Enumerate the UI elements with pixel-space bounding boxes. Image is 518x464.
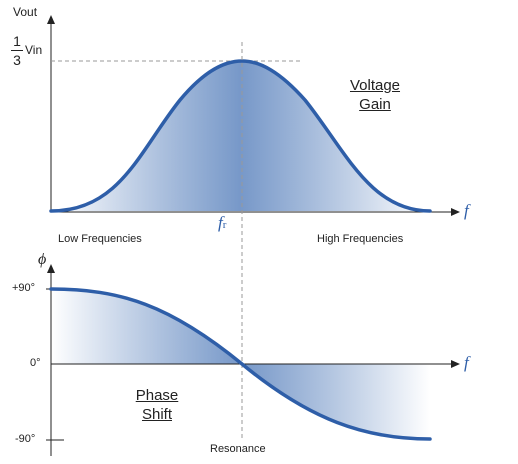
- phase-shift-title: Phase Shift: [122, 387, 192, 425]
- bottom-x-arrow: [451, 360, 460, 368]
- phase-fill-positive: [51, 289, 242, 364]
- minus-90-label: -90°: [15, 433, 36, 445]
- fraction-denominator: 3: [13, 52, 21, 68]
- fraction-bar: [11, 50, 23, 51]
- top-y-axis-label: Vout: [13, 5, 38, 19]
- bottom-y-arrow: [47, 264, 55, 273]
- phase-fill-negative: [242, 364, 430, 439]
- resonance-label: Resonance: [210, 443, 266, 455]
- fraction-numerator: 1: [13, 33, 21, 49]
- top-x-arrow: [451, 208, 460, 216]
- high-frequencies-label: High Frequencies: [317, 233, 404, 245]
- gain-curve: [49, 59, 432, 213]
- voltage-gain-line2: Gain: [359, 95, 391, 113]
- resonant-frequency-sub: r: [222, 219, 227, 231]
- phase-shift-line1: Phase: [135, 387, 179, 404]
- resonant-frequency-main: f: [218, 213, 223, 232]
- voltage-gain-line1: Voltage: [349, 77, 401, 94]
- bottom-x-axis-symbol: f: [464, 353, 469, 372]
- top-x-axis-symbol: f: [464, 201, 469, 220]
- fraction-unit: Vin: [25, 43, 43, 57]
- phase-shift-line2: Shift: [141, 405, 172, 423]
- gain-fill-area: [51, 61, 430, 211]
- plus-90-label: +90°: [12, 282, 36, 294]
- low-frequencies-label: Low Frequencies: [58, 233, 142, 245]
- zero-degree-label: 0°: [30, 357, 41, 369]
- top-y-arrow: [47, 15, 55, 24]
- phase-axis-symbol: ϕ: [38, 251, 47, 268]
- voltage-gain-title: Voltage Gain: [340, 77, 410, 115]
- phase-curve: [49, 287, 432, 441]
- resonant-frequency-label: fr: [218, 214, 226, 231]
